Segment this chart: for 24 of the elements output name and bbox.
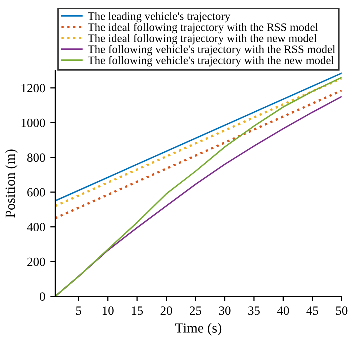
y-axis-title: Position (m) [5, 150, 18, 218]
legend-label: The ideal following trajectory with the new model [88, 34, 317, 45]
y-tick-label: 1000 [22, 118, 46, 128]
x-axis-title: Time (s) [175, 323, 222, 336]
x-tick-label: 5 [76, 306, 82, 316]
x-tick-label: 25 [190, 306, 202, 316]
x-tick-label: 20 [160, 306, 172, 316]
legend-label: The ideal following trajectory with the RSS model [88, 23, 318, 34]
legend-label: The following vehicle's trajectory with the RSS model [88, 45, 336, 56]
x-tick-label: 40 [277, 306, 290, 316]
x-tick-label: 45 [306, 306, 318, 316]
y-tick-label: 400 [27, 223, 46, 232]
y-tick-label: 0 [40, 292, 46, 302]
y-tick-label: 800 [27, 154, 46, 162]
y-tick-label: 200 [28, 258, 46, 266]
legend-label: The leading vehicle's trajectory [88, 12, 231, 23]
x-tick-label: 10 [102, 306, 114, 316]
x-tick-label: 35 [248, 306, 260, 316]
x-tick-label: 30 [219, 306, 231, 316]
x-tick-label: 15 [132, 306, 144, 316]
legend-label: The following vehicle's trajectory with the new model [88, 56, 334, 67]
y-tick-label: 600 [28, 188, 46, 197]
x-tick-label: 50 [336, 306, 348, 316]
y-tick-label: 1200 [22, 84, 46, 93]
